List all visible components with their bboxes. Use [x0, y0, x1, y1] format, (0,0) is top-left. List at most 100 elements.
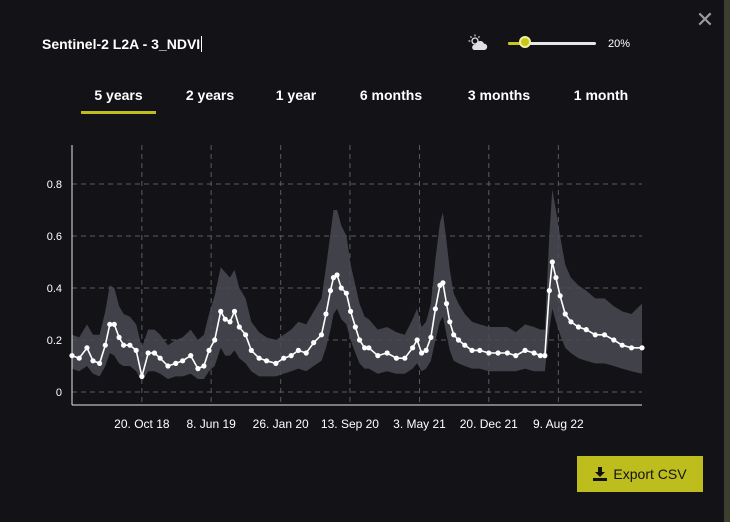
- export-csv-button[interactable]: Export CSV: [577, 456, 703, 492]
- data-point: [440, 280, 446, 286]
- close-icon[interactable]: ✕: [695, 7, 715, 32]
- data-point: [334, 272, 340, 278]
- data-point: [356, 337, 363, 343]
- data-point: [139, 373, 145, 379]
- data-point: [619, 342, 625, 348]
- data-point: [263, 358, 270, 364]
- slider-track[interactable]: [508, 42, 596, 45]
- tab-6-months[interactable]: 6 months: [359, 87, 423, 103]
- y-tick-label: 0: [56, 387, 62, 399]
- y-tick-label: 0.6: [47, 231, 62, 243]
- data-point: [455, 337, 462, 343]
- download-icon: [593, 467, 608, 481]
- data-point: [318, 332, 325, 338]
- data-point: [402, 355, 408, 361]
- tab-2-years[interactable]: 2 years: [185, 87, 235, 103]
- slider-thumb[interactable]: [518, 36, 531, 48]
- x-tick-label: 13. Sep 20: [321, 417, 379, 431]
- data-point: [423, 347, 429, 353]
- data-point: [206, 347, 212, 353]
- data-point: [347, 308, 354, 314]
- data-point: [575, 324, 582, 330]
- data-point: [188, 353, 194, 359]
- data-point: [327, 288, 334, 294]
- series-uncertainty-band: [72, 189, 642, 382]
- data-point: [212, 337, 218, 343]
- text-caret: [201, 36, 203, 52]
- data-point: [410, 345, 416, 351]
- data-point: [236, 324, 242, 330]
- data-point: [227, 319, 233, 325]
- tab-1-month[interactable]: 1 month: [573, 87, 629, 103]
- data-point: [611, 337, 617, 343]
- data-point: [628, 345, 635, 351]
- data-point: [273, 360, 279, 366]
- data-point: [375, 353, 381, 359]
- data-point: [195, 366, 201, 372]
- data-point: [557, 293, 563, 299]
- panel-title-text: Sentinel-2 L2A - 3_NDVI: [42, 36, 201, 52]
- panel-title: Sentinel-2 L2A - 3_NDVI: [42, 36, 203, 52]
- tab-1-year[interactable]: 1 year: [275, 87, 317, 103]
- data-point: [639, 345, 645, 351]
- data-point: [583, 327, 589, 333]
- slider-fill: [508, 42, 526, 45]
- x-tick-label: 3. May 21: [393, 417, 446, 431]
- data-point: [288, 353, 294, 359]
- data-point: [601, 332, 608, 338]
- x-tick-label: 20. Dec 21: [460, 417, 518, 431]
- data-point: [127, 342, 133, 348]
- data-point: [120, 342, 127, 348]
- background-edge: [724, 0, 730, 522]
- data-point: [248, 347, 254, 353]
- ndvi-line-chart: 0 0.2 0.4 0.6 0.8 20. Oct 18 8. Jun 19 26. Jan …: [47, 145, 645, 431]
- data-point: [201, 363, 207, 369]
- y-tick-label: 0.2: [47, 335, 62, 347]
- data-point: [428, 334, 434, 340]
- data-point: [568, 319, 574, 325]
- data-point: [145, 350, 151, 356]
- x-tick-label: 20. Oct 18: [114, 417, 170, 431]
- data-point: [330, 275, 337, 281]
- y-tick-label: 0.4: [47, 283, 62, 295]
- y-tick-label: 0.8: [47, 179, 62, 191]
- tab-3-months[interactable]: 3 months: [467, 87, 531, 103]
- data-point: [352, 324, 358, 330]
- data-point: [343, 290, 349, 296]
- data-point: [414, 337, 420, 343]
- data-point: [562, 311, 568, 317]
- data-point: [513, 353, 519, 359]
- data-point: [447, 319, 453, 325]
- data-point: [96, 360, 103, 366]
- data-point: [295, 347, 301, 353]
- data-point: [553, 275, 559, 281]
- cloud-coverage-value: 20%: [608, 38, 631, 50]
- data-point: [165, 363, 171, 369]
- data-point: [443, 301, 450, 307]
- cloud-coverage-slider[interactable]: [508, 36, 596, 50]
- data-point: [311, 340, 317, 346]
- data-point: [362, 345, 368, 351]
- data-point: [549, 259, 555, 265]
- data-point: [157, 355, 163, 361]
- data-point: [76, 355, 82, 361]
- data-point: [486, 350, 492, 356]
- data-point: [542, 353, 548, 359]
- data-point: [84, 345, 90, 351]
- data-point: [116, 334, 122, 340]
- tab-5-years[interactable]: 5 years: [81, 80, 156, 114]
- data-point: [495, 350, 501, 356]
- data-point: [384, 350, 390, 356]
- data-point: [222, 316, 228, 322]
- data-point: [90, 358, 96, 364]
- x-tick-label: 8. Jun 19: [186, 417, 236, 431]
- data-point: [531, 350, 537, 356]
- data-point: [69, 353, 75, 359]
- data-point: [111, 321, 117, 327]
- data-point: [173, 360, 179, 366]
- data-point: [107, 321, 113, 327]
- data-point: [218, 308, 224, 314]
- data-point: [393, 355, 400, 361]
- x-tick-label: 26. Jan 20: [253, 417, 309, 431]
